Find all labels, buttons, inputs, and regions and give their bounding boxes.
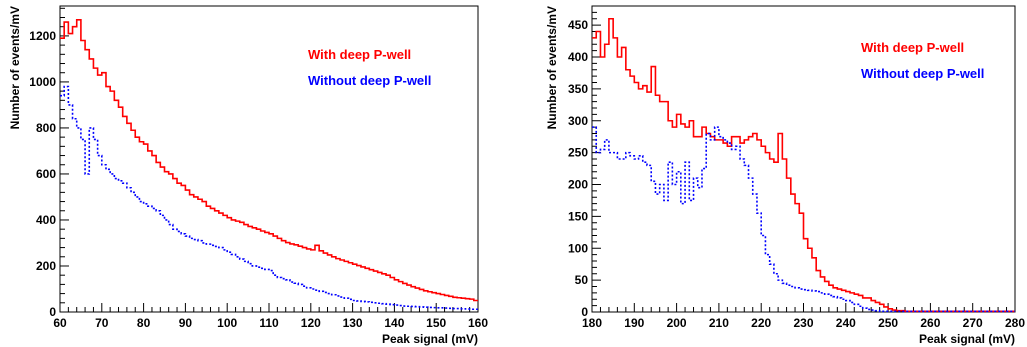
x-tick-label: 270: [963, 316, 983, 330]
y-tick-label: 0: [581, 305, 588, 319]
x-tick-label: 210: [709, 316, 729, 330]
y-tick-label: 400: [36, 213, 56, 227]
x-tick-label: 240: [836, 316, 856, 330]
legend-without-deep-pwell-1: Without deep P-well: [308, 73, 431, 88]
plot-area-1: [59, 5, 479, 313]
y-tick-label: 50: [575, 273, 589, 287]
y-tick-label: 250: [568, 146, 588, 160]
x-tick-label: 130: [343, 316, 363, 330]
y-tick-label: 300: [568, 114, 588, 128]
x-tick-label: 250: [878, 316, 898, 330]
chart-panel-1: 60 70 80 90 100 110 120 130 140 150 160 0 200 400 600 8…: [8, 5, 488, 346]
y-tick-label: 150: [568, 209, 588, 223]
histogram-without-deep-pwell-1: [60, 85, 478, 311]
y-tick-label: 1200: [29, 29, 56, 43]
x-tick-label: 120: [301, 316, 321, 330]
x-tick-label: 190: [624, 316, 644, 330]
x-tick-label: 60: [53, 316, 67, 330]
x-tick-label: 110: [259, 316, 279, 330]
x-tick-label: 220: [751, 316, 771, 330]
x-tick-label: 200: [667, 316, 687, 330]
x-tick-label: 180: [582, 316, 602, 330]
x-tick-label: 90: [179, 316, 193, 330]
histogram-with-deep-pwell-1: [60, 19, 478, 302]
y-tick-label: 350: [568, 82, 588, 96]
legend-without-deep-pwell-2: Without deep P-well: [861, 66, 984, 81]
y-tick-label: 600: [36, 167, 56, 181]
y-tick-label: 200: [568, 178, 588, 192]
y-tick-label: 800: [36, 121, 56, 135]
x-tick-label: 80: [137, 316, 151, 330]
x-tick-label: 280: [1005, 316, 1025, 330]
y-tick-label: 1000: [29, 75, 56, 89]
legend-with-deep-pwell-1: With deep P-well: [308, 47, 411, 62]
y-tick-label: 100: [568, 241, 588, 255]
y-tick-label: 0: [49, 305, 56, 319]
y-axis-label-2: Number of events/mV: [545, 6, 559, 129]
x-tick-label: 140: [384, 316, 404, 330]
y-tick-label: 400: [568, 50, 588, 64]
histogram-with-deep-pwell-2: [592, 17, 1015, 313]
chart-panel-2: 180 190 200 210 220 230 240 250 260 270 280 0 50 100 1…: [545, 5, 1025, 346]
axis-ticks-1: 60 70 80 90 100 110 120 130 140 150 160 0 200 400 600 8…: [29, 7, 488, 330]
x-tick-label: 230: [793, 316, 813, 330]
x-tick-label: 150: [426, 316, 446, 330]
x-axis-label-1: Peak signal (mV): [382, 332, 478, 346]
histogram-without-deep-pwell-2: [592, 126, 1015, 313]
y-axis-label-1: Number of events/mV: [8, 6, 22, 129]
x-tick-label: 160: [468, 316, 488, 330]
axis-ticks-2: 180 190 200 210 220 230 240 250 260 270 280 0 50 100 1…: [568, 5, 1025, 330]
x-tick-label: 100: [217, 316, 237, 330]
x-axis-label-2: Peak signal (mV): [919, 332, 1015, 346]
x-tick-label: 260: [920, 316, 940, 330]
y-tick-label: 450: [568, 18, 588, 32]
x-tick-label: 70: [95, 316, 109, 330]
y-tick-label: 200: [36, 259, 56, 273]
legend-with-deep-pwell-2: With deep P-well: [861, 40, 964, 55]
